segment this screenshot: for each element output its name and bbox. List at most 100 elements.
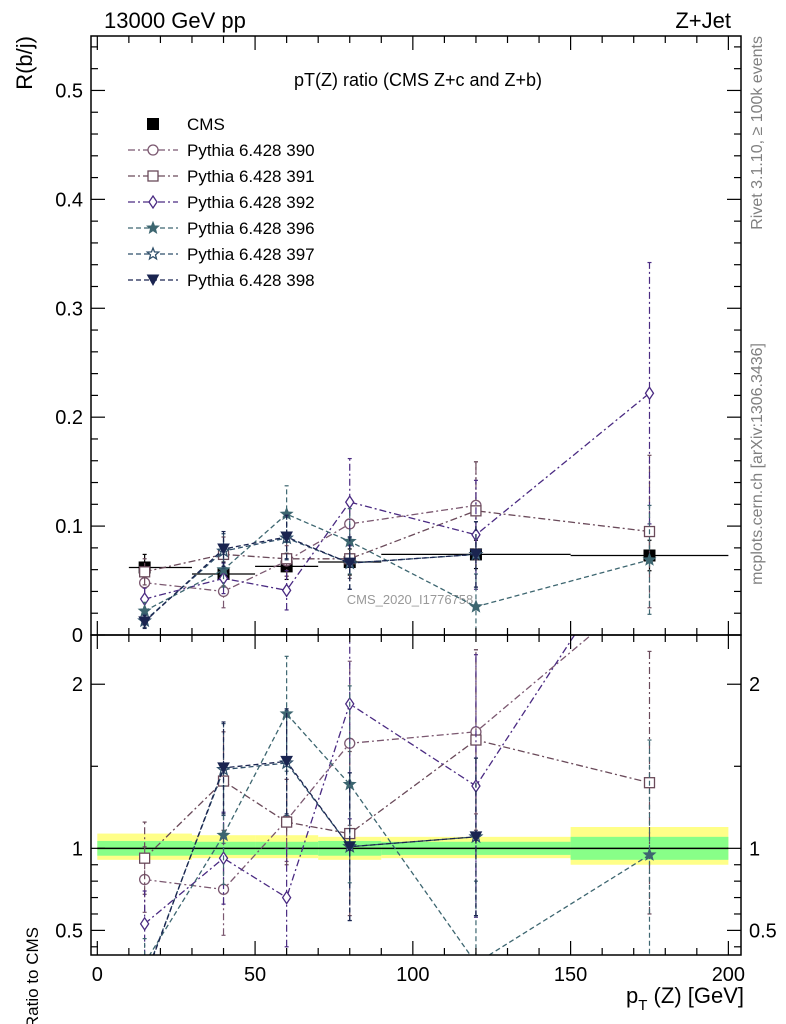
ratio-series-5: [139, 708, 483, 985]
legend-marker-5: [145, 246, 161, 261]
ratio-series-3-point-4: [470, 957, 482, 968]
main-y-tick-label-2: 0.2: [55, 407, 83, 429]
ratio-series-3-line: [148, 712, 650, 955]
side-label-rivet: Rivet 3.1.10, ≥ 100k events: [749, 36, 766, 230]
main-panel-series: [128, 261, 729, 635]
legend-marker-6: [146, 274, 160, 287]
legend-label-0: CMS: [187, 115, 225, 134]
legend-entry-2: Pythia 6.428 391: [128, 167, 315, 186]
ratio-series-5-point-4: [469, 831, 483, 843]
ratio-panel-frame: [90, 634, 742, 956]
legend-marker-0: [147, 118, 159, 130]
ratio-series-5-line: [153, 760, 477, 955]
plot-title: pT(Z) ratio (CMS Z+c and Z+b): [294, 70, 542, 90]
legend-label-5: Pythia 6.428 397: [187, 245, 315, 264]
ratio-y-tick-label-right-2: 2: [749, 674, 760, 696]
ratio-series-0-line: [144, 635, 593, 891]
energy-label: 13000 GeV pp: [104, 8, 246, 33]
ratio-series-5-point-2: [280, 755, 293, 768]
main-series-6-point-3: [343, 557, 357, 570]
main-series-3: [139, 261, 655, 611]
main-series-2: [138, 454, 656, 609]
legend-label-6: Pythia 6.428 398: [187, 271, 315, 290]
main-y-tick-label-5: 0.5: [55, 80, 83, 102]
ratio-series-2-point-2: [281, 890, 292, 905]
legend-entry-0: CMS: [147, 115, 225, 134]
legend-entry-6: Pythia 6.428 398: [128, 271, 315, 290]
side-label-mcplots: mcplots.cern.ch [arXiv:1306.3436]: [749, 343, 766, 585]
ratio-series-4-line: [152, 762, 477, 955]
x-tick-label-2: 100: [396, 964, 429, 986]
legend-entry-1: Pythia 6.428 390: [128, 141, 315, 160]
ratio-series-1-line: [144, 739, 650, 859]
ratio-series-4-point-0: [139, 972, 150, 983]
ratio-series-3-point-1: [216, 827, 231, 842]
ratio-series-1-point-2: [280, 816, 293, 828]
x-axis-label-rest: (Z) [GeV]: [647, 983, 744, 1008]
ratio-y-tick-label-1: 1: [72, 838, 83, 860]
legend-entry-3: Pythia 6.428 392: [128, 193, 315, 212]
ratio-y-tick-label-2: 2: [72, 674, 83, 696]
x-axis-label-sub: T: [638, 997, 647, 1014]
ratio-panel-series: [138, 635, 657, 985]
ratio-y-axis-label: Ratio to CMS: [23, 927, 42, 1024]
main-series-3-point-5: [644, 386, 655, 401]
main-series-3-point-3: [344, 494, 355, 510]
legend-entry-5: Pythia 6.428 397: [128, 245, 315, 264]
legend-label-2: Pythia 6.428 391: [187, 167, 315, 186]
main-series-3-point-2: [281, 583, 292, 598]
ratio-series-0: [138, 635, 593, 936]
ratio-series-5-point-1: [217, 762, 230, 774]
main-y-tick-label-1: 0.1: [55, 516, 83, 538]
ratio-series-2-point-0: [139, 916, 150, 931]
legend-label-4: Pythia 6.428 396: [187, 219, 315, 238]
main-y-tick-label-3: 0.3: [55, 298, 83, 320]
axis-ticks: 0 0.1 0.2 0.3 0.4 0.5 0.5 0.5 1 1 2 2 0 50 100 150 200: [55, 36, 777, 986]
main-series-6-point-4: [469, 548, 483, 561]
main-series-3-line: [144, 392, 650, 600]
main-series-5-line: [144, 537, 477, 622]
x-tick-label-3: 150: [554, 964, 587, 986]
main-series-2-point-0: [138, 566, 151, 578]
x-axis-label: pT (Z) [GeV]: [626, 983, 744, 1014]
main-series-4-point-4: [468, 599, 484, 613]
main-y-axis-label: R(b/j): [12, 36, 37, 90]
legend-label-3: Pythia 6.428 392: [187, 193, 315, 212]
legend-label-1: Pythia 6.428 390: [187, 141, 315, 160]
ratio-series-1: [138, 649, 656, 917]
ratio-series-3-point-0: [139, 957, 150, 968]
main-series-6-point-1: [217, 543, 230, 555]
ratio-series-5-point-0: [139, 975, 150, 985]
main-series-1: [138, 461, 482, 609]
main-series-6-line: [144, 536, 477, 623]
ratio-series-1-point-0: [138, 852, 151, 864]
legend: CMS Pythia 6.428 390 Pythia 6.428 391 Pythi…: [128, 115, 315, 290]
main-series-6: [138, 514, 483, 630]
watermark-label: CMS_2020_I1776758: [347, 592, 474, 607]
legend-entry-4: Pythia 6.428 396: [128, 219, 315, 238]
legend-marker-2: [147, 170, 159, 182]
ratio-y-tick-label-right-1: 1: [749, 838, 760, 860]
main-series-2-line: [144, 510, 650, 573]
legend-marker-3: [148, 194, 158, 210]
main-series-4-point-5: [642, 552, 657, 566]
ratio-y-tick-label-right-0: 0.5: [749, 920, 777, 942]
ratio-series-2-line: [144, 635, 576, 925]
main-series-6-point-2: [280, 531, 293, 544]
legend-marker-4: [146, 220, 160, 235]
main-series-5: [137, 515, 484, 628]
ratio-uncertainty-bands: [97, 827, 729, 865]
main-y-tick-label-4: 0.4: [55, 189, 83, 211]
main-series-4: [137, 485, 657, 635]
legend-marker-1: [147, 144, 159, 156]
x-tick-label-1: 50: [244, 964, 266, 986]
x-tick-label-0: 0: [92, 964, 103, 986]
x-tick-label-4: 200: [712, 964, 745, 986]
main-series-1-line: [144, 504, 477, 593]
ratio-series-5-point-3: [343, 841, 357, 853]
process-label: Z+Jet: [675, 8, 731, 33]
ratio-series-3-point-5: [642, 847, 657, 861]
main-y-tick-label-0: 0: [72, 625, 83, 647]
main-series-4-line: [144, 513, 650, 612]
